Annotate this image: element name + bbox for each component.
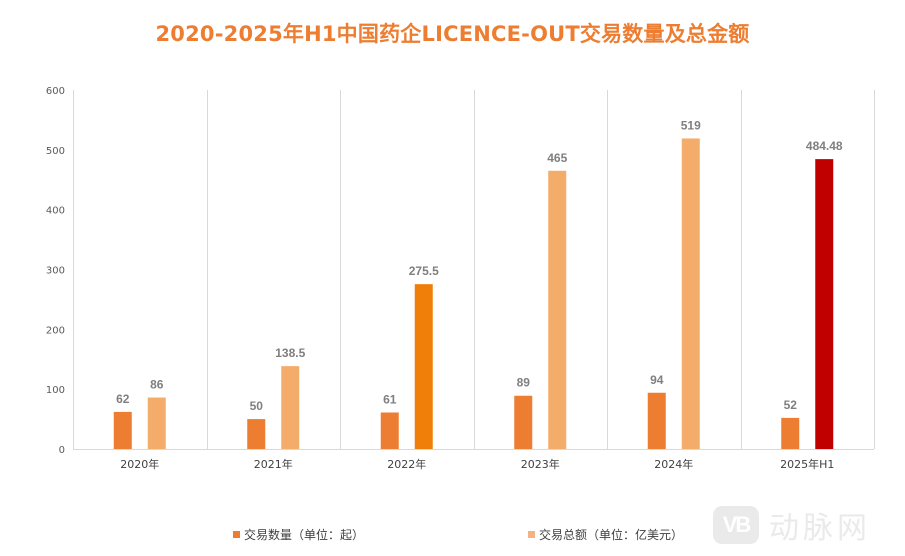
bar-deal-count bbox=[647, 392, 666, 449]
data-label-deal-count: 52 bbox=[784, 398, 798, 412]
y-tick-label: 500 bbox=[46, 146, 65, 157]
y-tick-label: 100 bbox=[46, 385, 65, 396]
x-tick-label: 2023年 bbox=[521, 457, 560, 471]
bar-deal-total bbox=[281, 366, 300, 449]
x-tick-label: 2020年 bbox=[120, 457, 159, 471]
bar-deal-count bbox=[514, 395, 533, 449]
bar-deal-count bbox=[380, 412, 399, 449]
legend-item-count[interactable]: 交易数量（单位：起） bbox=[233, 526, 364, 543]
legend-item-total[interactable]: 交易总额（单位：亿美元） bbox=[528, 526, 683, 543]
x-tick-label: 2024年 bbox=[654, 457, 693, 471]
data-label-deal-count: 62 bbox=[116, 392, 130, 406]
watermark-logo-icon: VB bbox=[713, 506, 759, 544]
chart-title: 2020-2025年H1中国药企LICENCE-OUT交易数量及总金额 bbox=[155, 22, 750, 46]
legend-swatch-count bbox=[233, 531, 240, 538]
data-label-deal-total: 484.48 bbox=[806, 139, 843, 153]
watermark-text: 动脉网 bbox=[769, 511, 871, 546]
data-label-deal-total: 465 bbox=[547, 151, 567, 165]
bar-deal-count bbox=[247, 419, 266, 449]
y-tick-label: 300 bbox=[46, 266, 65, 277]
y-tick-label: 400 bbox=[46, 206, 65, 217]
bar-deal-total bbox=[147, 397, 166, 449]
data-label-deal-total: 275.5 bbox=[409, 264, 439, 278]
x-tick-label: 2022年 bbox=[387, 457, 426, 471]
data-label-deal-count: 94 bbox=[650, 373, 664, 387]
y-tick-label: 0 bbox=[59, 445, 65, 456]
data-labels: 62 50 61 89 94 52 86 138.5 275.5 465 519 484.48 bbox=[116, 118, 843, 413]
data-label-deal-count: 50 bbox=[250, 399, 264, 413]
legend-swatch-total bbox=[528, 531, 535, 538]
x-tick-label: 2025年H1 bbox=[780, 457, 834, 471]
gridlines bbox=[73, 90, 875, 450]
data-label-deal-count: 61 bbox=[383, 393, 397, 407]
data-label-deal-total: 86 bbox=[150, 378, 164, 392]
x-tick-label: 2021年 bbox=[254, 457, 293, 471]
bar-deal-count bbox=[781, 417, 800, 449]
y-tick-label: 200 bbox=[46, 325, 65, 336]
y-tick-label: 600 bbox=[46, 86, 65, 97]
data-label-deal-total: 519 bbox=[681, 118, 701, 132]
watermark: VB 动脉网 bbox=[713, 503, 871, 547]
y-axis-ticks: 0 100 200 300 400 500 600 bbox=[46, 86, 65, 456]
legend-label-total: 交易总额（单位：亿美元） bbox=[539, 528, 684, 542]
bar-deal-total bbox=[681, 138, 700, 449]
data-label-deal-total: 138.5 bbox=[275, 346, 305, 360]
bar-deal-total bbox=[548, 170, 567, 449]
bar-deal-count bbox=[113, 411, 132, 449]
bars bbox=[113, 138, 834, 450]
x-axis-labels: 2020年 2021年 2022年 2023年 2024年 2025年H1 bbox=[120, 457, 834, 471]
bar-deal-total bbox=[414, 284, 433, 449]
data-label-deal-count: 89 bbox=[517, 376, 531, 390]
legend-label-count: 交易数量（单位：起） bbox=[244, 528, 365, 542]
bar-deal-total bbox=[815, 159, 834, 450]
